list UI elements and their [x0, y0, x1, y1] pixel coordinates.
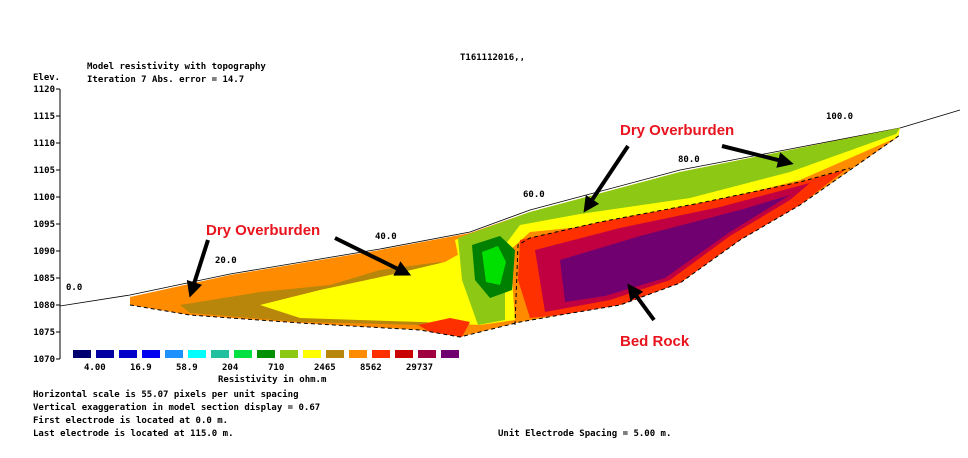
boundary [129, 134, 901, 338]
legend-swatch [280, 350, 298, 358]
tick-label: 1115 [33, 112, 55, 122]
legend-swatch [418, 350, 436, 358]
legend-swatch [165, 350, 183, 358]
annotation: Dry Overburden [206, 222, 320, 239]
legend-label: 710 [268, 363, 284, 373]
legend-swatch [188, 350, 206, 358]
boundary [514, 167, 851, 326]
distance-label: 20.0 [215, 256, 237, 266]
zone [260, 248, 480, 325]
legend-label: 58.9 [176, 363, 198, 373]
title: Model resistivity with topography [87, 61, 266, 72]
annotation: Bed Rock [620, 333, 690, 350]
arrows [186, 144, 794, 322]
legend-label: 4.00 [84, 363, 106, 373]
note: First electrode is located at 0.0 m. [33, 415, 228, 426]
distance-label: 80.0 [678, 155, 700, 165]
zone [458, 128, 900, 325]
zone [482, 246, 506, 285]
tick-label: 1090 [33, 247, 55, 257]
spacing: Unit Electrode Spacing = 5.00 m. [498, 428, 671, 439]
distance-label: 40.0 [375, 232, 397, 242]
legend-label: 29737 [406, 363, 433, 373]
zone [455, 128, 900, 325]
legend-swatch [326, 350, 344, 358]
legend-swatch [372, 350, 390, 358]
note: Vertical exaggeration in model section d… [33, 402, 320, 413]
distance-labels: 0.0 20.0 40.0 60.0 80.0 100.0 [66, 112, 853, 293]
legend-swatch [257, 350, 275, 358]
note: Last electrode is located at 115.0 m. [33, 428, 233, 439]
tick-label: 1075 [33, 328, 55, 338]
tick-label: 1085 [33, 274, 55, 284]
distance-label: 60.0 [523, 190, 545, 200]
legend-swatch [349, 350, 367, 358]
legend-label: 16.9 [130, 363, 152, 373]
zone [560, 195, 790, 302]
tick-label: 1120 [33, 85, 55, 95]
section [129, 128, 901, 338]
tick-label: 1095 [33, 220, 55, 230]
legend-swatch [395, 350, 413, 358]
tick-label: 1110 [33, 139, 55, 149]
legend-swatch [303, 350, 321, 358]
tick-label: 1070 [33, 355, 55, 365]
tick-label: 1080 [33, 301, 55, 311]
legend-swatch [441, 350, 459, 358]
legend-swatch [142, 350, 160, 358]
legend-label: 8562 [360, 363, 382, 373]
legend-swatch [73, 350, 91, 358]
legend-swatch [119, 350, 137, 358]
legend-label: 2465 [314, 363, 336, 373]
legend-swatch [96, 350, 114, 358]
legend: 4.00 16.9 58.9 204 710 2465 8562 29737 [73, 350, 459, 373]
file-name: T161112016,, [460, 53, 525, 63]
ticks: 1120 1115 1110 1105 1100 1095 1090 1085 1080 1075… [33, 85, 60, 365]
topography [59, 109, 961, 307]
tick-label: 1100 [33, 193, 55, 203]
note: Horizontal scale is 55.07 pixels per uni… [33, 389, 299, 400]
zone [418, 318, 470, 337]
legend-swatch [234, 350, 252, 358]
legend-label: 204 [222, 363, 239, 373]
axis-label: Elev. [33, 73, 60, 83]
legend-swatch [211, 350, 229, 358]
annotation: Dry Overburden [620, 122, 734, 139]
iteration: Iteration 7 Abs. error = 14.7 [87, 74, 244, 85]
legend-title: Resistivity in ohm.m [218, 374, 327, 385]
tick-label: 1105 [33, 166, 55, 176]
distance-label: 0.0 [66, 283, 82, 293]
distance-label: 100.0 [826, 112, 853, 122]
